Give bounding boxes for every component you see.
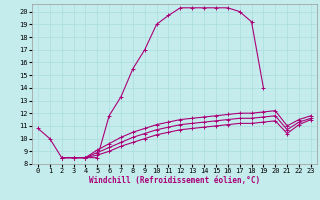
- X-axis label: Windchill (Refroidissement éolien,°C): Windchill (Refroidissement éolien,°C): [89, 176, 260, 185]
